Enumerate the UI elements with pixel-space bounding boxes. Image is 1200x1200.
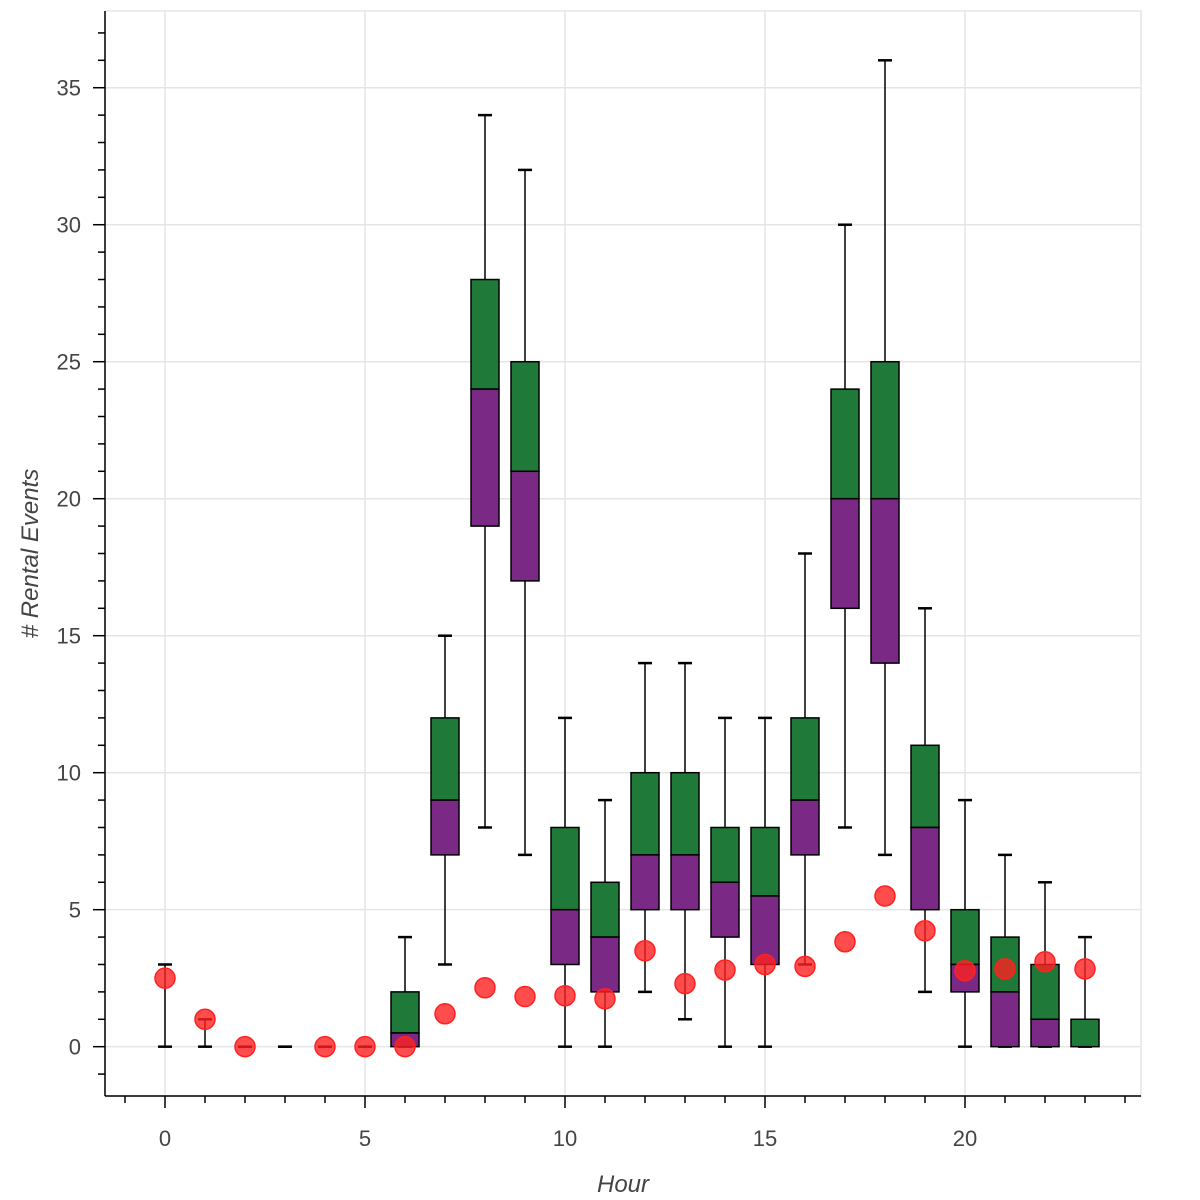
mean-point	[874, 885, 896, 907]
box-hour-13	[670, 661, 700, 1021]
lower-box	[630, 854, 660, 911]
lower-box	[550, 908, 580, 966]
lower-box	[1030, 1018, 1060, 1048]
upper-box	[950, 908, 980, 966]
x-tick-label: 20	[953, 1126, 977, 1151]
upper-box	[510, 360, 540, 473]
mean-point	[914, 920, 936, 942]
upper-box	[910, 744, 940, 829]
upper-box	[390, 991, 420, 1034]
mean-point	[954, 960, 976, 982]
box-hour-20	[950, 798, 980, 1048]
mean-point	[394, 1035, 416, 1058]
mean-point	[434, 1003, 456, 1025]
x-axis-ticks: 0 5 10 15 20	[124, 1096, 1126, 1151]
box-hour-19	[910, 607, 940, 994]
mean-point	[714, 959, 736, 981]
mean-point	[234, 1035, 256, 1058]
upper-box	[630, 771, 660, 856]
lower-box	[990, 991, 1020, 1048]
lower-box	[470, 388, 500, 527]
upper-box	[470, 278, 500, 390]
plot-frame	[104, 10, 1142, 1097]
y-tick-label: 35	[57, 76, 81, 101]
x-tick-label: 5	[359, 1126, 371, 1151]
box-hour-21	[990, 853, 1020, 1048]
lower-box	[870, 497, 900, 664]
mean-point	[674, 972, 696, 995]
upper-box	[430, 717, 460, 801]
y-tick-label: 30	[57, 213, 81, 238]
upper-box	[750, 826, 780, 897]
mean-point	[474, 977, 496, 999]
mean-point	[314, 1035, 336, 1058]
upper-box	[590, 881, 620, 938]
y-tick-label: 25	[57, 350, 81, 375]
upper-box	[870, 360, 900, 500]
box-hour-14	[710, 716, 740, 1048]
mean-dots-layer	[154, 885, 1096, 1058]
x-tick-label: 0	[159, 1126, 171, 1151]
y-axis-ticks: 0 5 10 15 20 25 30 35	[57, 32, 105, 1075]
mean-point	[1034, 950, 1056, 973]
lower-box	[790, 799, 820, 856]
x-tick-label: 15	[753, 1126, 777, 1151]
lower-box	[710, 881, 740, 938]
mean-point	[994, 958, 1016, 980]
upper-box	[1070, 1018, 1100, 1048]
box-hour-18	[870, 59, 900, 857]
x-tick-label: 10	[553, 1126, 577, 1151]
upper-box	[550, 826, 580, 911]
y-axis-label: # Rental Events	[17, 469, 44, 638]
upper-box	[1030, 963, 1060, 1021]
mean-point	[594, 987, 616, 1010]
lower-box	[910, 826, 940, 911]
upper-box	[710, 826, 740, 884]
y-tick-label: 0	[69, 1035, 81, 1060]
box-hour-23	[1070, 935, 1100, 1048]
y-tick-label: 15	[57, 624, 81, 649]
mean-point	[1074, 958, 1096, 980]
box-hour-11	[590, 798, 620, 1048]
grid-lines	[105, 11, 1141, 1096]
mean-point	[354, 1035, 376, 1058]
mean-point	[834, 930, 856, 953]
mean-point	[154, 967, 176, 989]
box-hour-17	[830, 223, 860, 829]
y-tick-label: 20	[57, 487, 81, 512]
box-hour-6	[390, 935, 420, 1048]
lower-box	[590, 936, 620, 993]
mean-point	[554, 984, 576, 1007]
box-hour-8	[470, 113, 500, 829]
box-hour-16	[790, 552, 820, 966]
lower-box	[430, 799, 460, 856]
box-hour-15	[750, 716, 780, 1048]
mean-point	[514, 985, 536, 1008]
lower-box	[670, 854, 700, 911]
lower-box	[510, 470, 540, 582]
mean-point	[634, 940, 656, 962]
mean-point	[194, 1008, 216, 1031]
upper-box	[670, 771, 700, 856]
box-hour-12	[630, 661, 660, 994]
y-tick-label: 5	[69, 898, 81, 923]
box-hour-9	[510, 168, 540, 857]
upper-box	[790, 717, 820, 801]
box-hour-7	[430, 634, 460, 966]
x-axis-label: Hour	[597, 1171, 650, 1198]
mean-point	[754, 953, 776, 976]
upper-box	[830, 388, 860, 500]
mean-point	[794, 955, 816, 978]
lower-box	[830, 497, 860, 610]
y-tick-label: 10	[57, 761, 81, 786]
box-hour-10	[550, 716, 580, 1048]
boxes-layer	[158, 59, 1100, 1048]
axes: 0 5 10 15 20 0 5 10 15 20 25 30 35	[57, 11, 1141, 1151]
